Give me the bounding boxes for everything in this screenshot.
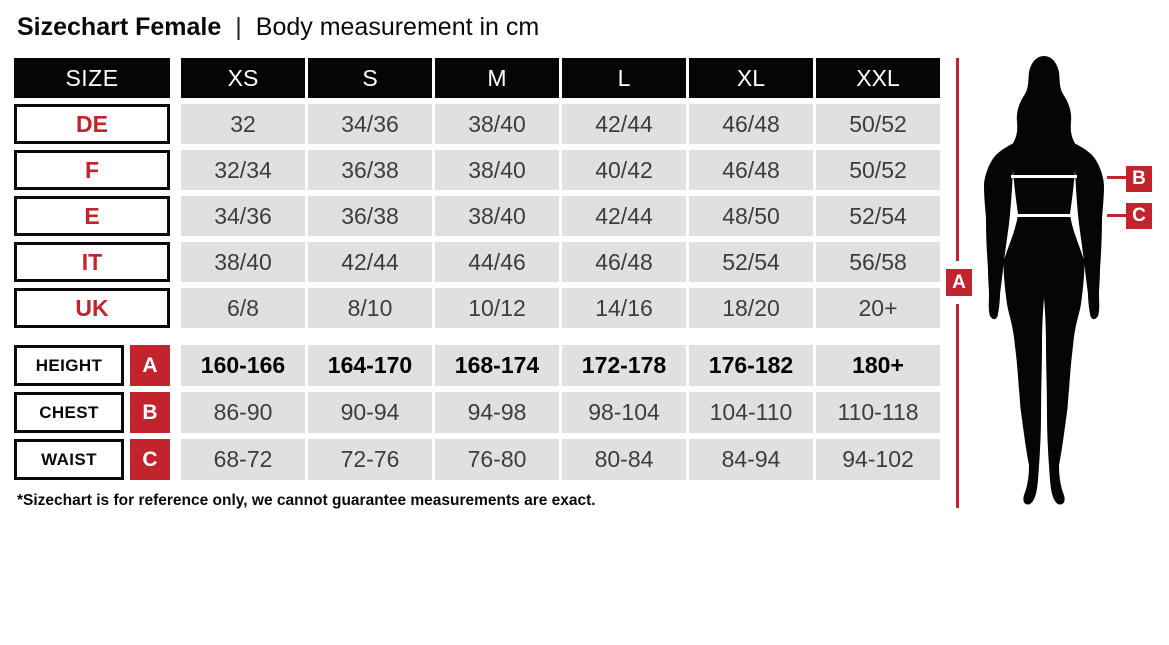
row-label-height: HEIGHT: [14, 345, 124, 386]
chest-connector-line: [1107, 176, 1126, 179]
table-cell: 90-94: [308, 392, 432, 433]
marker-c-legend: C: [130, 439, 170, 480]
table-cell: 94-102: [816, 439, 940, 480]
table-cell: 104-110: [689, 392, 813, 433]
row-label-height-group: HEIGHT A: [14, 345, 170, 386]
table-cell: 44/46: [435, 242, 559, 282]
waist-connector-line: [1107, 214, 1126, 217]
table-cell: 6/8: [181, 288, 305, 328]
table-row-height: HEIGHT A 160-166 164-170 168-174 172-178…: [14, 345, 940, 386]
table-cell: 46/48: [689, 104, 813, 144]
table-cell: 40/42: [562, 150, 686, 190]
row-label-chest-group: CHEST B: [14, 392, 170, 433]
table-cell: 8/10: [308, 288, 432, 328]
header-cell-l: L: [562, 58, 686, 98]
table-cell: 176-182: [689, 345, 813, 386]
header-cell-m: M: [435, 58, 559, 98]
table-cell: 76-80: [435, 439, 559, 480]
header-cell-size: SIZE: [14, 58, 170, 98]
table-cell: 56/58: [816, 242, 940, 282]
marker-c-badge: C: [1126, 203, 1152, 229]
footnote: *Sizechart is for reference only, we can…: [17, 492, 596, 509]
table-cell: 34/36: [181, 196, 305, 236]
row-label-uk: UK: [14, 288, 170, 328]
height-measure-line-top: [956, 58, 959, 261]
table-cell: 50/52: [816, 150, 940, 190]
table-cell: 42/44: [308, 242, 432, 282]
table-cell: 38/40: [181, 242, 305, 282]
table-cell: 46/48: [562, 242, 686, 282]
table-cell: 50/52: [816, 104, 940, 144]
row-label-it: IT: [14, 242, 170, 282]
page-title: Sizechart Female | Body measurement in cm: [17, 13, 539, 42]
waist-measure-line: [1016, 214, 1073, 217]
title-subtitle: Body measurement in cm: [255, 13, 540, 41]
table-row-de: DE 32 34/36 38/40 42/44 46/48 50/52: [14, 104, 940, 144]
row-label-chest: CHEST: [14, 392, 124, 433]
table-cell: 110-118: [816, 392, 940, 433]
table-cell: 172-178: [562, 345, 686, 386]
table-cell: 80-84: [562, 439, 686, 480]
table-cell: 68-72: [181, 439, 305, 480]
row-label-de: DE: [14, 104, 170, 144]
table-cell: 160-166: [181, 345, 305, 386]
table-cell: 14/16: [562, 288, 686, 328]
table-row-e: E 34/36 36/38 38/40 42/44 48/50 52/54: [14, 196, 940, 236]
header-cell-xl: XL: [689, 58, 813, 98]
table-cell: 36/38: [308, 196, 432, 236]
table-row-chest: CHEST B 86-90 90-94 94-98 98-104 104-110…: [14, 392, 940, 433]
table-cell: 98-104: [562, 392, 686, 433]
header-cell-s: S: [308, 58, 432, 98]
table-cell: 52/54: [689, 242, 813, 282]
table-cell: 46/48: [689, 150, 813, 190]
table-cell: 42/44: [562, 196, 686, 236]
marker-b-legend: B: [130, 392, 170, 433]
height-measure-line-bottom: [956, 304, 959, 508]
female-silhouette-figure: [984, 56, 1104, 505]
table-cell: 180+: [816, 345, 940, 386]
chest-measure-line: [1011, 175, 1077, 178]
table-row-waist: WAIST C 68-72 72-76 76-80 80-84 84-94 94…: [14, 439, 940, 480]
table-cell: 164-170: [308, 345, 432, 386]
title-separator: |: [235, 13, 242, 41]
table-cell: 34/36: [308, 104, 432, 144]
table-header-row: SIZE XS S M L XL XXL: [14, 58, 940, 98]
table-cell: 38/40: [435, 104, 559, 144]
table-row-it: IT 38/40 42/44 44/46 46/48 52/54 56/58: [14, 242, 940, 282]
marker-b-badge: B: [1126, 166, 1152, 192]
table-cell: 52/54: [816, 196, 940, 236]
row-label-waist-group: WAIST C: [14, 439, 170, 480]
header-cell-xs: XS: [181, 58, 305, 98]
section-divider-gap: [14, 334, 940, 345]
table-cell: 32: [181, 104, 305, 144]
marker-a-legend: A: [130, 345, 170, 386]
table-cell: 42/44: [562, 104, 686, 144]
table-cell: 18/20: [689, 288, 813, 328]
table-cell: 168-174: [435, 345, 559, 386]
row-label-f: F: [14, 150, 170, 190]
table-cell: 32/34: [181, 150, 305, 190]
table-cell: 94-98: [435, 392, 559, 433]
table-cell: 84-94: [689, 439, 813, 480]
row-label-e: E: [14, 196, 170, 236]
table-cell: 48/50: [689, 196, 813, 236]
title-bold: Sizechart Female: [17, 13, 222, 41]
header-cell-xxl: XXL: [816, 58, 940, 98]
table-cell: 72-76: [308, 439, 432, 480]
table-cell: 86-90: [181, 392, 305, 433]
table-cell: 20+: [816, 288, 940, 328]
table-cell: 38/40: [435, 150, 559, 190]
table-cell: 38/40: [435, 196, 559, 236]
table-cell: 10/12: [435, 288, 559, 328]
row-label-waist: WAIST: [14, 439, 124, 480]
marker-a-badge: A: [946, 269, 972, 296]
table-row-uk: UK 6/8 8/10 10/12 14/16 18/20 20+: [14, 288, 940, 328]
table-cell: 36/38: [308, 150, 432, 190]
size-table: SIZE XS S M L XL XXL DE 32 34/36 38/40 4…: [14, 58, 940, 486]
table-row-f: F 32/34 36/38 38/40 40/42 46/48 50/52: [14, 150, 940, 190]
